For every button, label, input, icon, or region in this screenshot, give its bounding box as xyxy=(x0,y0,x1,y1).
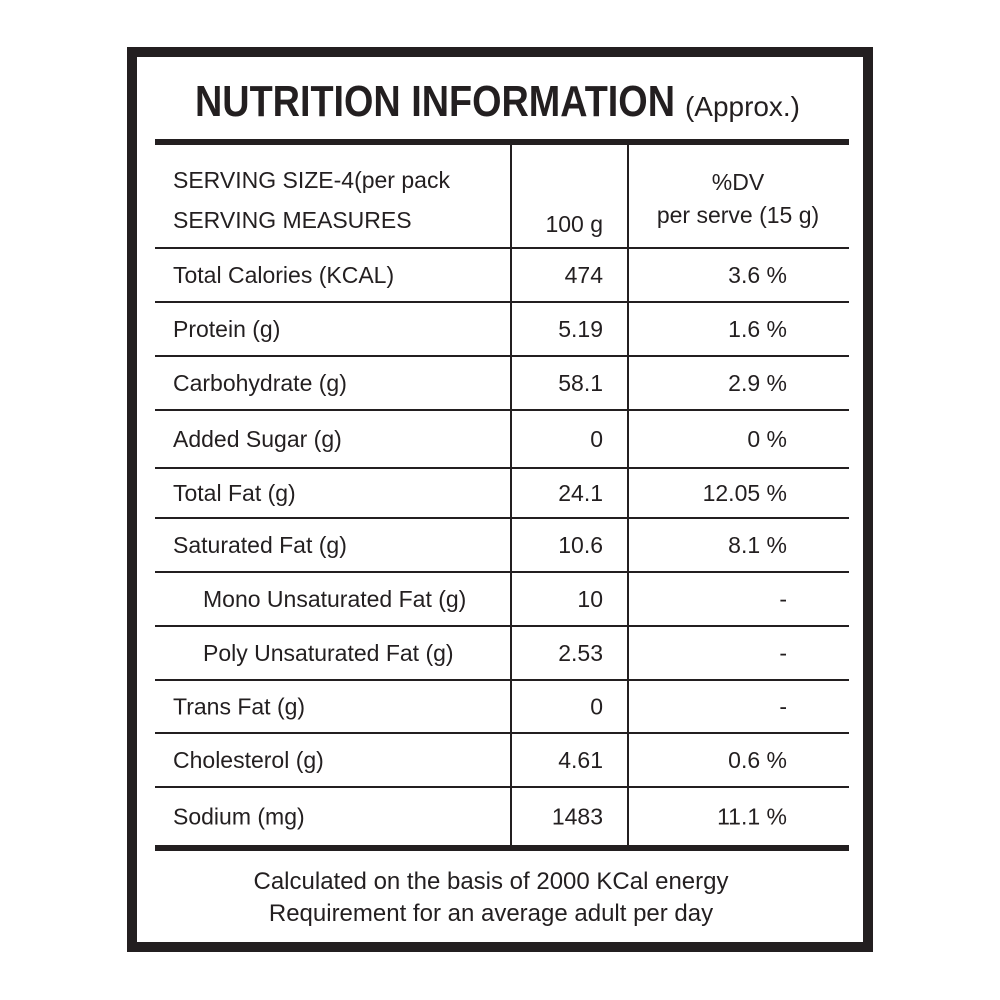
amount-value: 10 xyxy=(577,586,603,612)
amount-value: 58.1 xyxy=(558,370,603,396)
header-label: SERVING MEASURES xyxy=(173,207,412,233)
dv-value: 8.1 % xyxy=(728,532,787,558)
dv-value: 12.05 % xyxy=(703,480,787,506)
dv-value: 0.6 % xyxy=(728,747,787,773)
nutrient-name: Saturated Fat (g) xyxy=(173,532,347,558)
footer-note: Calculated on the basis of 2000 KCal ene… xyxy=(254,868,729,895)
amount-value: 1483 xyxy=(552,804,603,830)
nutrient-name: Cholesterol (g) xyxy=(173,747,324,773)
amount-value: 0 xyxy=(590,694,603,720)
nutrient-name: Poly Unsaturated Fat (g) xyxy=(203,640,454,666)
amount-value: 10.6 xyxy=(558,532,603,558)
dv-value: - xyxy=(779,694,787,720)
dv-value: 1.6 % xyxy=(728,316,787,342)
header-dv: %DV xyxy=(712,169,765,195)
nutrient-name: Protein (g) xyxy=(173,316,280,342)
outer-border xyxy=(127,47,873,952)
dv-value: 0 % xyxy=(747,426,787,452)
header-dv: per serve (15 g) xyxy=(657,202,819,228)
nutrient-name: Mono Unsaturated Fat (g) xyxy=(203,586,466,612)
nutrient-name: Total Calories (KCAL) xyxy=(173,262,394,288)
nutrient-name: Total Fat (g) xyxy=(173,480,296,506)
nutrient-name: Sodium (mg) xyxy=(173,804,305,830)
dv-value: 2.9 % xyxy=(728,370,787,396)
amount-value: 2.53 xyxy=(558,640,603,666)
amount-value: 4.61 xyxy=(558,747,603,773)
amount-value: 5.19 xyxy=(558,316,603,342)
dv-value: - xyxy=(779,640,787,666)
dv-value: 11.1 % xyxy=(717,804,787,830)
title: NUTRITION INFORMATION xyxy=(195,77,675,126)
dv-value: - xyxy=(779,586,787,612)
nutrient-name: Trans Fat (g) xyxy=(173,694,305,720)
footer-note: Requirement for an average adult per day xyxy=(269,900,713,927)
header-label: SERVING SIZE-4(per pack xyxy=(173,167,450,193)
header-amount: 100 g xyxy=(545,211,603,237)
nutrient-name: Carbohydrate (g) xyxy=(173,370,347,396)
amount-value: 0 xyxy=(590,426,603,452)
nutrient-name: Added Sugar (g) xyxy=(173,426,342,452)
title-note: (Approx.) xyxy=(685,91,800,122)
amount-value: 474 xyxy=(565,262,604,288)
amount-value: 24.1 xyxy=(558,480,603,506)
dv-value: 3.6 % xyxy=(728,262,787,288)
